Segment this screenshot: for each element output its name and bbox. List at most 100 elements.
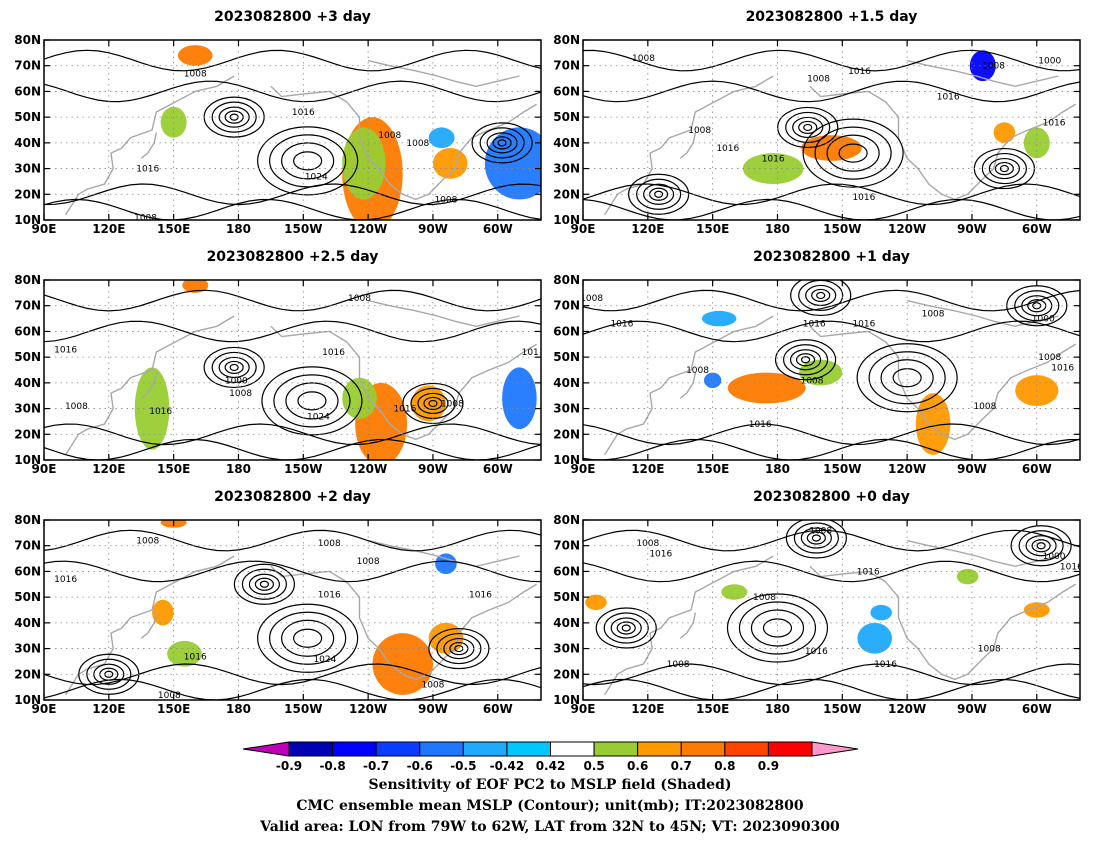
lat-tick-label: 70N	[14, 539, 41, 553]
lat-tick-label: 50N	[553, 110, 580, 124]
grid	[44, 520, 541, 700]
contour-label: 1016	[805, 647, 828, 657]
low-pressure-contour	[1010, 525, 1072, 567]
lat-tick-label: 60N	[553, 84, 580, 98]
low-pressure-contour	[790, 280, 852, 317]
contour-label: 1016	[857, 567, 880, 577]
lon-tick-label: 90E	[32, 222, 57, 236]
map-panel-5: 2023082800 +2 day 1008 1016 1008 1008 1016 101…	[14, 489, 542, 716]
contour-label: 1016	[1051, 363, 1074, 373]
lat-tick-label: 10N	[14, 213, 41, 227]
sensitivity-shade	[502, 367, 537, 430]
lon-tick-label: 150E	[696, 222, 729, 236]
contour-label: 1008	[318, 539, 341, 549]
high-pressure-contour	[738, 601, 817, 655]
colorbar-box	[419, 741, 464, 757]
contour-label: 1016	[716, 144, 739, 154]
low-pressure-contour	[229, 363, 239, 372]
lon-tick-label: 90E	[571, 222, 596, 236]
high-pressure-contour	[269, 611, 347, 665]
panel-frame	[582, 519, 1081, 701]
colorbar-label: 0.5	[583, 759, 604, 773]
panel-background	[44, 520, 541, 700]
lat-tick-label: 40N	[14, 616, 41, 630]
high-pressure-contour	[257, 603, 359, 673]
low-pressure-contour	[774, 339, 837, 381]
panel-plot-area: 1008101610081016100810081000101610161016…	[583, 513, 1083, 700]
lat-tick-label: 80N	[14, 273, 41, 287]
low-pressure-contour	[777, 106, 839, 149]
colorbar-label: -0.42	[490, 759, 525, 773]
isobars	[44, 49, 541, 220]
panel-background	[44, 40, 541, 220]
grid	[583, 280, 1080, 460]
coastline	[140, 612, 158, 639]
lat-tick-label: 20N	[14, 427, 41, 441]
contour-label: 1024	[313, 655, 336, 665]
high-pressure-contour	[285, 382, 339, 420]
lon-tick-label: 180	[226, 462, 251, 476]
contour-label: 1008	[406, 139, 429, 149]
lon-tick-label: 90E	[32, 702, 57, 716]
lon-tick-label: 60W	[483, 702, 513, 716]
sensitivity-shade	[435, 553, 457, 574]
lon-tick-label: 120W	[888, 702, 926, 716]
contour-label: 1008	[667, 660, 690, 670]
lon-tick-label: 90E	[571, 702, 596, 716]
lon-tick-label: 120W	[349, 702, 387, 716]
lat-tick-label: 70N	[14, 299, 41, 313]
isobar	[44, 560, 541, 583]
lat-tick-label: 70N	[553, 59, 580, 73]
contour-label: 1016	[762, 154, 785, 164]
contour-label: 1008	[1012, 513, 1035, 523]
contour-label: 1016	[54, 345, 77, 355]
low-pressure-contour	[793, 522, 839, 554]
coastline	[65, 315, 235, 456]
colorbar-box	[593, 741, 639, 757]
lon-tick-label: 120E	[92, 702, 125, 716]
lat-tick-label: 30N	[553, 402, 580, 416]
low-pressure-contour	[218, 356, 250, 379]
contour-label: 1008	[632, 54, 655, 64]
contour-label: 1008	[801, 376, 824, 386]
contour-label: 1008	[982, 62, 1005, 72]
high-pressure-contour	[281, 619, 335, 657]
panel-frame	[43, 519, 542, 701]
lat-tick-label: 10N	[553, 453, 580, 467]
contour-label: 1008	[229, 389, 252, 399]
high-pressure-contour	[297, 391, 327, 411]
low-pressure-contour	[811, 288, 831, 303]
colorbar-over-triangle	[811, 741, 859, 757]
map-panel-1: 2023082800 +3 day10081016101610241008100…	[14, 9, 542, 236]
contour-label: 1016	[852, 193, 875, 203]
lon-tick-label: 90W	[957, 462, 987, 476]
low-pressure-contour	[428, 399, 438, 408]
grid	[583, 40, 1080, 220]
sensitivity-shade	[167, 640, 202, 667]
contour-label: 1008	[973, 402, 996, 412]
lat-tick-label: 10N	[14, 453, 41, 467]
contour-label: 1016	[469, 591, 492, 601]
contour-label: 1008	[158, 691, 181, 701]
lon-tick-label: 120E	[631, 462, 664, 476]
isobar	[44, 198, 541, 220]
colorbar-label: 0.7	[671, 759, 692, 773]
contour-label: 1016	[322, 348, 345, 358]
lon-tick-label: 60W	[483, 462, 513, 476]
colorbar-label: -0.7	[363, 759, 389, 773]
contour-label: 1016	[1060, 562, 1083, 572]
lon-tick-label: 90W	[418, 222, 448, 236]
contour-label: 1016	[184, 652, 207, 662]
low-pressure-contour	[795, 353, 816, 367]
contour-label: 1008	[65, 402, 88, 412]
lat-tick-label: 80N	[553, 273, 580, 287]
lat-tick-label: 20N	[14, 187, 41, 201]
lat-tick-label: 40N	[553, 136, 580, 150]
isobars	[583, 49, 1080, 220]
contour-label: 1008	[134, 213, 157, 223]
lat-tick-label: 50N	[553, 590, 580, 604]
low-pressure-contour	[428, 627, 490, 670]
lon-tick-label: 60W	[1022, 702, 1052, 716]
lon-tick-label: 60W	[1022, 462, 1052, 476]
lon-tick-label: 180	[226, 222, 251, 236]
